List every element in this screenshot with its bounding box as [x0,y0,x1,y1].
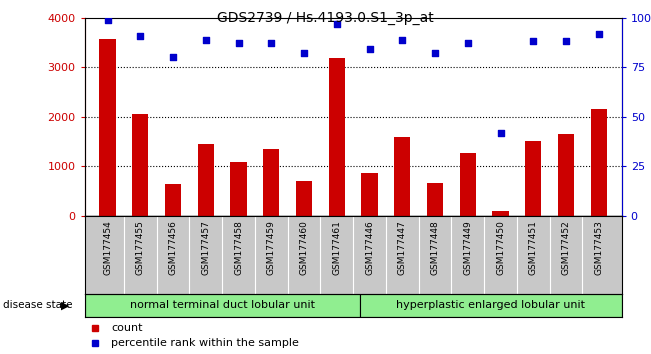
Text: GSM177459: GSM177459 [267,220,276,275]
Bar [165,184,181,216]
Point [463,41,473,46]
Point [299,51,309,56]
Text: GDS2739 / Hs.4193.0.S1_3p_at: GDS2739 / Hs.4193.0.S1_3p_at [217,11,434,25]
Text: GSM177457: GSM177457 [201,220,210,275]
Bar [100,39,116,216]
Text: GSM177446: GSM177446 [365,220,374,275]
Text: disease state: disease state [3,300,73,310]
Bar [360,294,622,317]
Text: hyperplastic enlarged lobular unit: hyperplastic enlarged lobular unit [396,300,585,310]
Text: GSM177448: GSM177448 [430,220,439,275]
Bar [492,211,508,216]
Text: GSM177456: GSM177456 [169,220,178,275]
Bar [132,114,148,216]
Bar [263,149,279,216]
Bar [296,181,312,216]
Point [102,17,113,23]
Point [266,41,277,46]
Point [397,37,408,42]
Point [594,31,604,36]
Point [528,39,538,44]
Bar [460,153,476,216]
Text: GSM177447: GSM177447 [398,220,407,275]
Text: GSM177455: GSM177455 [136,220,145,275]
Point [430,51,440,56]
Bar [230,162,247,216]
Text: count: count [111,322,143,332]
Bar [85,294,360,317]
Bar [329,58,345,216]
Text: GSM177454: GSM177454 [103,220,112,275]
Text: GSM177452: GSM177452 [562,220,570,275]
Bar [198,144,214,216]
Bar [394,137,411,216]
Bar [525,141,542,216]
Point [365,47,375,52]
Bar [558,134,574,216]
Text: GSM177460: GSM177460 [299,220,309,275]
Text: GSM177449: GSM177449 [464,220,472,275]
Point [331,21,342,27]
Text: ▶: ▶ [61,300,69,310]
Text: GSM177458: GSM177458 [234,220,243,275]
Text: percentile rank within the sample: percentile rank within the sample [111,338,299,348]
Text: GSM177451: GSM177451 [529,220,538,275]
Point [135,33,146,38]
Point [168,55,178,60]
Point [233,41,243,46]
Text: GSM177461: GSM177461 [332,220,341,275]
Bar [590,109,607,216]
Point [201,37,211,42]
Text: GSM177453: GSM177453 [594,220,603,275]
Point [561,39,571,44]
Text: normal terminal duct lobular unit: normal terminal duct lobular unit [130,300,314,310]
Text: GSM177450: GSM177450 [496,220,505,275]
Bar [427,183,443,216]
Point [495,130,506,136]
Bar [361,173,378,216]
